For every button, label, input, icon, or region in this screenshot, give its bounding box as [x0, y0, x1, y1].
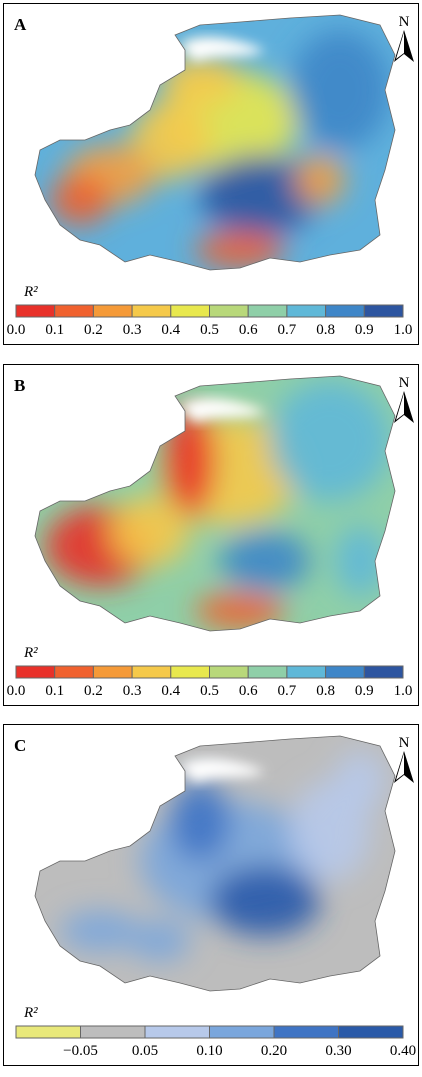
legend-swatch [363, 665, 404, 679]
legend-tick-label: 0.2 [84, 322, 103, 338]
map-panel: A N R² 0.0 0.1 0.2 0.3 0.4 0.5 0.6 0.7 0.8 0.9 1.0 [3, 3, 419, 345]
panel-label: B [14, 376, 25, 395]
legend-tick-label: 0.2 [84, 683, 103, 699]
panel-label: C [14, 736, 26, 755]
river [180, 758, 265, 783]
legend-tick-label: 1.0 [394, 322, 413, 338]
legend-swatch [247, 304, 288, 318]
legend-title: R² [23, 645, 38, 661]
legend-swatch [144, 1025, 210, 1039]
map-region [290, 30, 390, 150]
legend-tick-label: 0.6 [239, 322, 258, 338]
map-outline [34, 375, 396, 632]
legend-tick-label: 0.20 [261, 1043, 287, 1059]
legend-swatch [170, 665, 211, 679]
north-arrow-half [396, 32, 404, 59]
legend-swatch [325, 304, 365, 318]
legend-tick-label: 0.0 [7, 322, 26, 338]
legend-tick-label: 0.30 [325, 1043, 351, 1059]
legend-tick-label: 0.4 [161, 322, 180, 338]
legend-swatch [15, 665, 56, 679]
legend-tick-label: 0.9 [355, 322, 374, 338]
legend-tick-label: −0.05 [63, 1043, 98, 1059]
legend-tick-label: 0.40 [390, 1043, 416, 1059]
map [35, 376, 395, 631]
legend-swatch [54, 665, 94, 679]
legend-tick-label: 0.1 [45, 322, 64, 338]
map-region [200, 155, 320, 235]
legend-swatch [131, 304, 172, 318]
north-arrow-half [396, 393, 404, 420]
legend-tick-label: 0.9 [355, 683, 374, 699]
north-label: N [399, 14, 410, 30]
river [180, 37, 265, 62]
legend-swatch [15, 304, 56, 318]
legend-title: R² [23, 284, 38, 300]
legend-swatch [131, 665, 172, 679]
legend-tick-label: 0.3 [123, 322, 142, 338]
map-region [170, 781, 230, 861]
legend-tick-label: 0.6 [239, 683, 258, 699]
map-outline [34, 735, 396, 992]
map-region [60, 911, 140, 951]
map-region [50, 175, 110, 225]
map-region [195, 232, 285, 268]
legend-tick-label: 1.0 [394, 683, 413, 699]
legend-tick-label: 0.3 [123, 683, 142, 699]
map-region [195, 593, 285, 629]
legend-tick-label: 0.1 [45, 683, 64, 699]
legend-swatch [286, 304, 327, 318]
map-region [220, 531, 310, 591]
legend-swatch [273, 1025, 339, 1039]
map-region [130, 100, 210, 180]
legend-swatch [325, 665, 365, 679]
legend-tick-label: 0.7 [278, 322, 297, 338]
legend-title: R² [23, 1005, 38, 1021]
map-region [210, 866, 320, 936]
map-region [130, 921, 190, 961]
map-region [335, 751, 385, 811]
legend-swatch [92, 665, 133, 679]
legend-tick-label: 0.05 [132, 1043, 158, 1059]
legend-swatch [54, 304, 94, 318]
map-panel: B N R² 0.0 0.1 0.2 0.3 0.4 0.5 0.6 0.7 0.8 0.9 1.0 [3, 364, 419, 706]
map-region [270, 381, 390, 501]
legend-swatch [92, 304, 133, 318]
legend-tick-label: 0.5 [200, 322, 219, 338]
map-region [110, 496, 190, 566]
legend-swatch [15, 1025, 81, 1039]
legend-swatch [286, 665, 327, 679]
legend-tick-label: 0.7 [278, 683, 297, 699]
legend-swatch [209, 304, 249, 318]
map-outline [34, 14, 396, 271]
legend-tick-label: 0.8 [316, 683, 335, 699]
legend-swatch [170, 304, 211, 318]
legend-swatch [363, 304, 404, 318]
north-arrow-half [396, 753, 404, 780]
map-region [335, 526, 385, 596]
legend-swatch [209, 665, 249, 679]
legend-tick-label: 0.10 [196, 1043, 222, 1059]
legend-tick-label: 0.5 [200, 683, 219, 699]
legend-swatch [80, 1025, 146, 1039]
river [180, 398, 265, 423]
map-region [295, 155, 345, 205]
panel-label: A [14, 15, 27, 34]
north-label: N [399, 375, 410, 391]
legend-swatch [338, 1025, 404, 1039]
map-panel: C N R² −0.05 0.05 0.10 0.20 0.30 0.40 [3, 724, 419, 1066]
legend-swatch [247, 665, 288, 679]
north-label: N [399, 735, 410, 751]
legend-tick-label: 0.8 [316, 322, 335, 338]
legend-tick-label: 0.0 [7, 683, 26, 699]
legend-swatch [209, 1025, 275, 1039]
legend-tick-label: 0.4 [161, 683, 180, 699]
